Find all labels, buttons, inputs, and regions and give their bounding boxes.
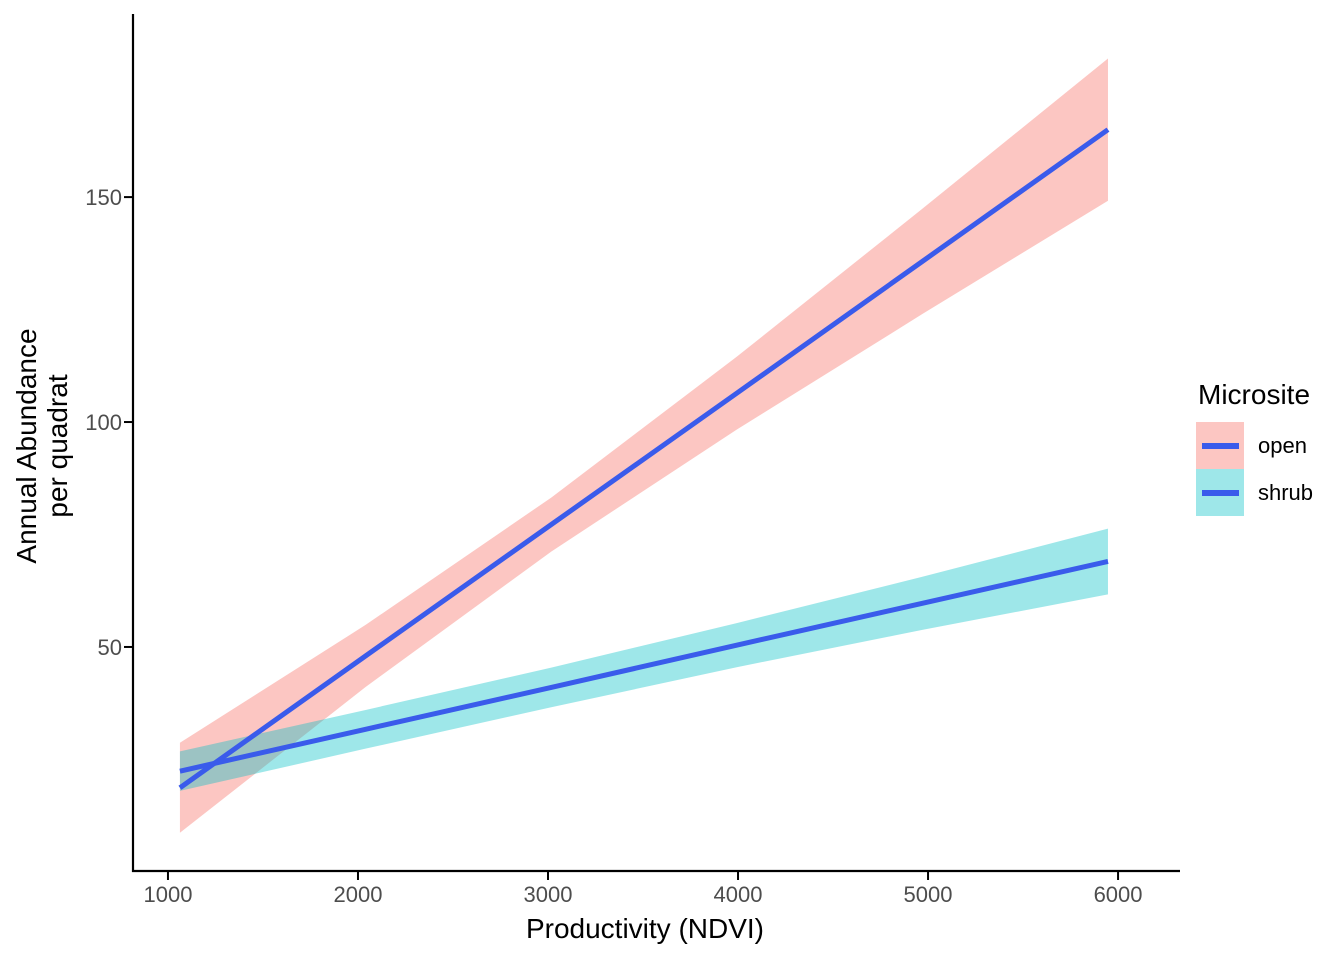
legend-title: Microsite — [1198, 379, 1311, 410]
legend-line-icon — [1201, 442, 1239, 449]
legend-keys: open shrub — [1196, 422, 1344, 516]
x-tick-label: 3000 — [524, 882, 573, 907]
legend-key-label: shrub — [1258, 479, 1314, 505]
legend-swatch-shrub — [1196, 469, 1244, 516]
legend-swatch-open — [1196, 422, 1244, 469]
y-tick-label: 50 — [98, 635, 122, 660]
x-axis-title: Productivity (NDVI) — [525, 913, 765, 944]
fit-line-open — [178, 127, 1110, 790]
fit-line-shrub — [179, 559, 1109, 774]
y-axis-title-line2: per quadrat — [42, 374, 73, 518]
y-tick-label: 100 — [85, 410, 122, 435]
legend-key-label: open — [1258, 432, 1307, 458]
legend-key-shrub: shrub — [1196, 469, 1344, 516]
x-tick-label: 2000 — [334, 882, 383, 907]
x-tick-label: 1000 — [143, 882, 192, 907]
y-tick-label: 150 — [85, 185, 122, 210]
ci-ribbon-open — [179, 58, 1108, 833]
legend-line-icon — [1201, 489, 1239, 496]
x-tick-label: 5000 — [904, 882, 953, 907]
x-tick-label: 6000 — [1094, 882, 1143, 907]
y-axis-title: Annual Abundance per quadrat — [11, 285, 77, 607]
y-axis-title-line1: Annual Abundance — [11, 328, 42, 564]
legend: Microsite open shrub — [1196, 379, 1344, 516]
legend-key-open: open — [1196, 422, 1344, 469]
x-tick-label: 4000 — [714, 882, 763, 907]
ci-ribbon-shrub — [179, 528, 1108, 791]
